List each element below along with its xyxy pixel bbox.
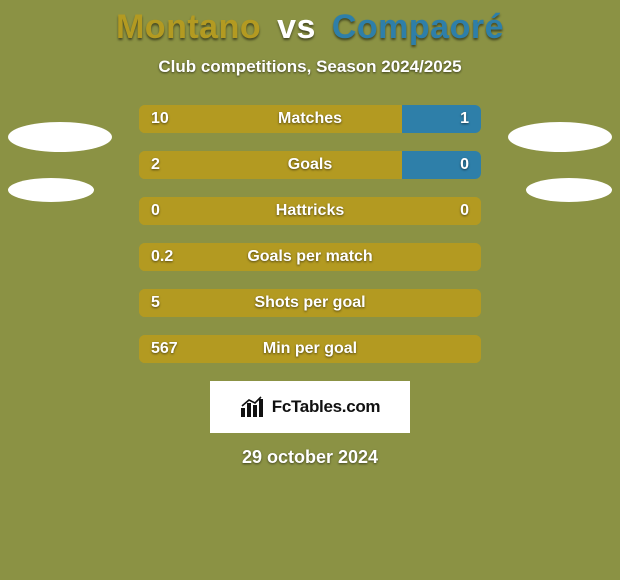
stat-row: 0.2 Goals per match bbox=[139, 243, 481, 271]
stat-label: Goals per match bbox=[247, 248, 372, 266]
stat-label: Goals bbox=[288, 156, 332, 174]
stat-label: Min per goal bbox=[263, 340, 357, 358]
stat-label: Matches bbox=[278, 110, 342, 128]
stat-label: Shots per goal bbox=[254, 294, 365, 312]
stat-row: 0 0 Hattricks bbox=[139, 197, 481, 225]
stat-label: Hattricks bbox=[276, 202, 344, 220]
logo: FcTables.com bbox=[210, 381, 410, 433]
stat-row: 2 0 Goals bbox=[139, 151, 481, 179]
stat-row: 10 1 Matches bbox=[139, 105, 481, 133]
stat-value-right: 0 bbox=[460, 202, 469, 220]
stat-value-left: 5 bbox=[151, 294, 160, 312]
stats-bars: 10 1 Matches 2 0 Goals 0 0 Hattricks 0.2 Goals per… bbox=[0, 105, 620, 363]
stat-value-right: 0 bbox=[460, 156, 469, 174]
stat-value-left: 0 bbox=[151, 202, 160, 220]
title-vs: vs bbox=[277, 8, 316, 46]
stat-fill-right bbox=[402, 105, 481, 133]
stat-fill-left bbox=[139, 105, 402, 133]
title: Montano vs Compaoré bbox=[0, 0, 620, 47]
stat-value-right: 1 bbox=[460, 110, 469, 128]
stat-fill-left bbox=[139, 151, 402, 179]
stat-value-left: 0.2 bbox=[151, 248, 173, 266]
player1-name: Montano bbox=[116, 8, 261, 46]
stat-value-left: 567 bbox=[151, 340, 178, 358]
stat-fill-right bbox=[402, 151, 481, 179]
stat-row: 5 Shots per goal bbox=[139, 289, 481, 317]
stat-value-left: 2 bbox=[151, 156, 160, 174]
subtitle: Club competitions, Season 2024/2025 bbox=[0, 57, 620, 77]
stat-row: 567 Min per goal bbox=[139, 335, 481, 363]
player2-name: Compaoré bbox=[332, 8, 504, 46]
date: 29 october 2024 bbox=[0, 447, 620, 468]
logo-text: FcTables.com bbox=[272, 397, 381, 417]
comparison-card: Montano vs Compaoré Club competitions, S… bbox=[0, 0, 620, 580]
logo-chart-icon bbox=[240, 396, 266, 418]
stat-value-left: 10 bbox=[151, 110, 169, 128]
